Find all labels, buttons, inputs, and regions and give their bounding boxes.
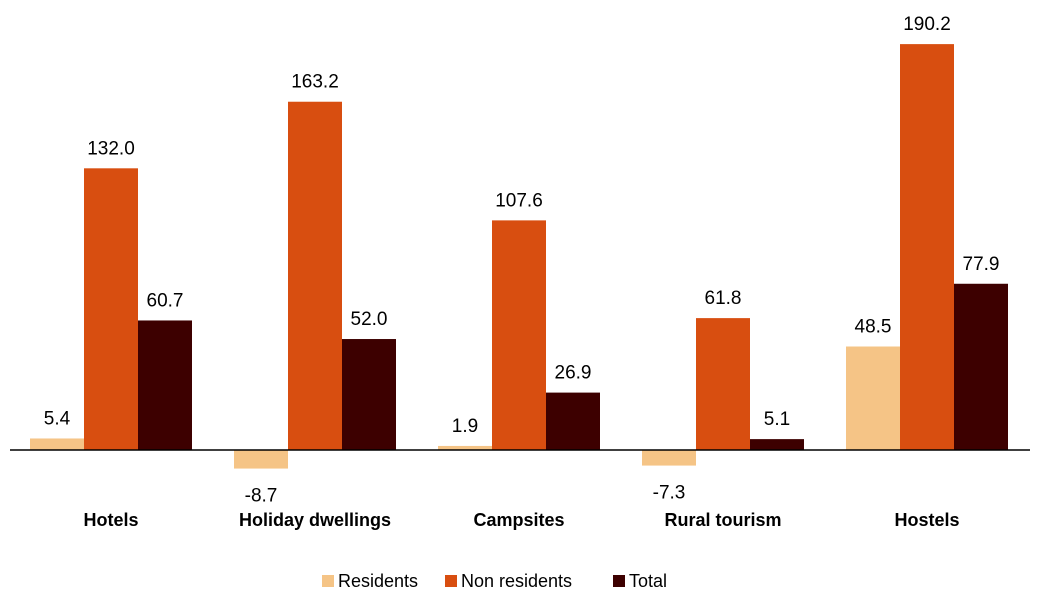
bar-residents [30,438,84,450]
value-label-non-residents: 61.8 [705,288,742,309]
bar-residents [642,450,696,466]
bar-total [750,439,804,450]
bar-total [546,392,600,450]
value-label-non-residents: 163.2 [291,72,339,93]
value-label-residents: 1.9 [452,416,478,437]
bar-non-residents [84,168,138,450]
category-label: Campsites [473,510,564,530]
value-label-non-residents: 190.2 [903,14,951,35]
bar-non-residents [696,318,750,450]
bar-residents [846,346,900,450]
value-label-non-residents: 107.6 [495,190,543,211]
legend-swatch-residents [322,575,334,587]
bar-total [138,320,192,450]
category-label: Holiday dwellings [239,510,391,530]
bar-residents [438,445,492,450]
category-label: Hotels [83,510,138,530]
value-label-residents: -7.3 [653,483,686,504]
bar-residents [234,450,288,469]
value-label-residents: 5.4 [44,408,71,429]
bar-non-residents [492,220,546,450]
bar-total [342,339,396,450]
bars-group [30,44,1008,469]
legend-swatch-total [613,575,625,587]
legend-label-total: Total [629,571,667,591]
legend-label-residents: Residents [338,571,418,591]
bar-non-residents [288,101,342,450]
value-label-total: 52.0 [351,309,388,330]
legend-swatch-non-residents [445,575,457,587]
value-label-non-residents: 132.0 [87,138,135,159]
legend: Residents Non residents Total [322,571,667,591]
value-label-total: 26.9 [555,363,592,384]
bar-total [954,283,1008,450]
value-label-total: 60.7 [147,290,184,311]
value-label-total: 5.1 [764,409,790,430]
bar-non-residents [900,44,954,451]
value-label-residents: 48.5 [855,317,892,338]
value-label-total: 77.9 [963,254,1000,275]
value-labels-group: 5.4 132.0 60.7 -8.7 163.2 52.0 1.9 107.6 26.9 -7.… [44,14,1000,506]
legend-label-non-residents: Non residents [461,571,572,591]
category-label: Hostels [894,510,959,530]
value-label-residents: -8.7 [245,486,278,507]
category-label: Rural tourism [664,510,781,530]
category-labels-group: Hotels Holiday dwellings Campsites Rural to… [83,510,959,530]
